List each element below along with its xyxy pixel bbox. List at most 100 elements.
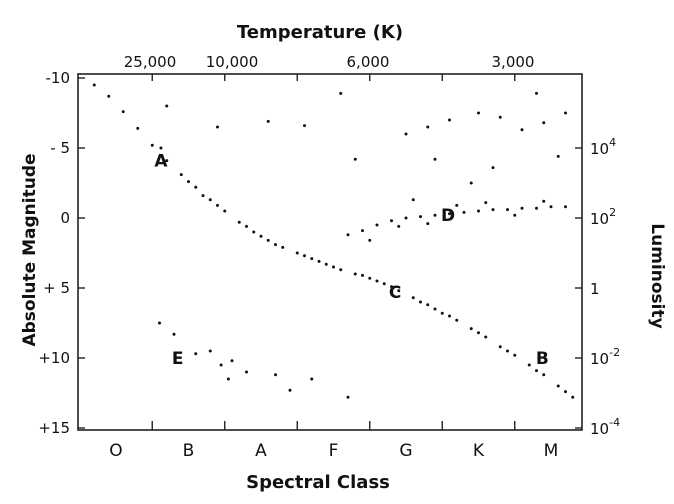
luminosity-tick-label: 10-4: [590, 416, 620, 438]
region-label: E: [172, 349, 184, 369]
star-point: [527, 363, 531, 367]
star-point: [346, 395, 350, 399]
star-point: [92, 83, 96, 87]
star-point: [419, 300, 422, 304]
luminosity-tick-exponent: 4: [609, 136, 616, 149]
star-point: [121, 110, 125, 114]
luminosity-tick-label: 1: [590, 280, 600, 298]
spectral-class-label: G: [399, 441, 412, 461]
star-point: [368, 238, 372, 242]
star-point: [375, 223, 379, 227]
x-axis-label: Spectral Class: [246, 472, 390, 493]
star-point: [426, 125, 430, 129]
star-point: [107, 94, 111, 98]
star-point: [556, 154, 560, 158]
spectral-class-label: O: [109, 441, 122, 461]
star-point: [245, 370, 248, 374]
temperature-tick-label: 10,000: [206, 53, 259, 71]
star-point: [150, 143, 154, 147]
y-axis-label: Absolute Magnitude: [20, 153, 40, 346]
star-point: [194, 185, 198, 189]
star-point: [462, 210, 466, 214]
star-point: [477, 209, 480, 213]
star-point: [549, 205, 553, 209]
star-point: [252, 230, 256, 234]
y-tick-label: -10: [46, 69, 71, 87]
region-label: C: [389, 283, 401, 303]
chart-title: Temperature (K): [237, 22, 403, 43]
spectral-class-label: B: [183, 441, 195, 461]
star-point: [542, 199, 546, 203]
y-tick-label: - 5: [50, 139, 70, 157]
star-point: [419, 215, 422, 219]
star-point: [491, 208, 495, 212]
star-point: [310, 257, 314, 261]
star-point: [324, 262, 328, 266]
star-point: [513, 213, 517, 217]
star-point: [477, 111, 480, 115]
y-tick-label: +10: [38, 349, 70, 367]
star-point: [226, 377, 230, 381]
plot-frame: [77, 73, 583, 431]
star-point: [426, 303, 430, 307]
star-point: [411, 296, 415, 300]
star-point: [159, 146, 163, 150]
star-point: [390, 285, 393, 289]
star-point: [353, 157, 357, 161]
y-tick-label: + 5: [43, 279, 70, 297]
star-point: [455, 203, 459, 207]
star-point: [245, 224, 248, 228]
star-point: [390, 219, 393, 223]
luminosity-tick-exponent: -2: [609, 346, 620, 359]
star-point: [484, 335, 488, 339]
star-point: [317, 259, 321, 263]
star-point: [397, 224, 401, 228]
star-point: [375, 279, 379, 283]
star-point: [274, 373, 277, 377]
star-point: [469, 327, 473, 331]
star-point: [172, 332, 176, 336]
temperature-tick-label: 6,000: [347, 53, 390, 71]
star-point: [535, 91, 538, 95]
top-tick-labels: 25,000 10,000 6,000 3,000: [124, 53, 535, 71]
star-point: [448, 118, 451, 122]
star-point: [411, 198, 415, 202]
y-tick-label: +15: [38, 419, 70, 437]
star-point: [219, 363, 223, 367]
star-point: [469, 181, 473, 185]
star-point: [491, 166, 495, 170]
star-point: [266, 238, 270, 242]
star-point: [404, 216, 408, 220]
star-point: [230, 359, 234, 363]
star-point: [564, 390, 567, 394]
y-tick-label: 0: [60, 209, 70, 227]
spectral-class-ticks: O B A F G K M: [109, 74, 558, 461]
star-point: [448, 212, 451, 216]
star-point: [513, 353, 517, 357]
luminosity-tick-exponent: -4: [609, 416, 620, 429]
luminosity-tick-base: 10: [590, 420, 609, 438]
star-point: [353, 272, 357, 276]
luminosity-tick-exponent: 2: [609, 206, 616, 219]
star-point: [187, 180, 190, 184]
star-point: [571, 395, 575, 399]
star-point: [556, 384, 560, 388]
star-point: [303, 254, 306, 258]
star-point: [158, 321, 161, 325]
star-point: [382, 282, 386, 286]
star-point: [303, 124, 306, 128]
star-points: [92, 83, 575, 399]
star-point: [440, 311, 444, 315]
star-point: [332, 265, 335, 269]
star-point: [216, 125, 219, 129]
spectral-class-label: K: [473, 441, 485, 461]
star-point: [136, 126, 140, 130]
star-point: [208, 198, 212, 202]
star-point: [201, 194, 205, 198]
star-point: [165, 159, 169, 163]
luminosity-tick-label: 10-2: [590, 346, 620, 368]
star-point: [484, 201, 488, 205]
star-point: [520, 206, 524, 210]
star-point: [216, 203, 219, 207]
